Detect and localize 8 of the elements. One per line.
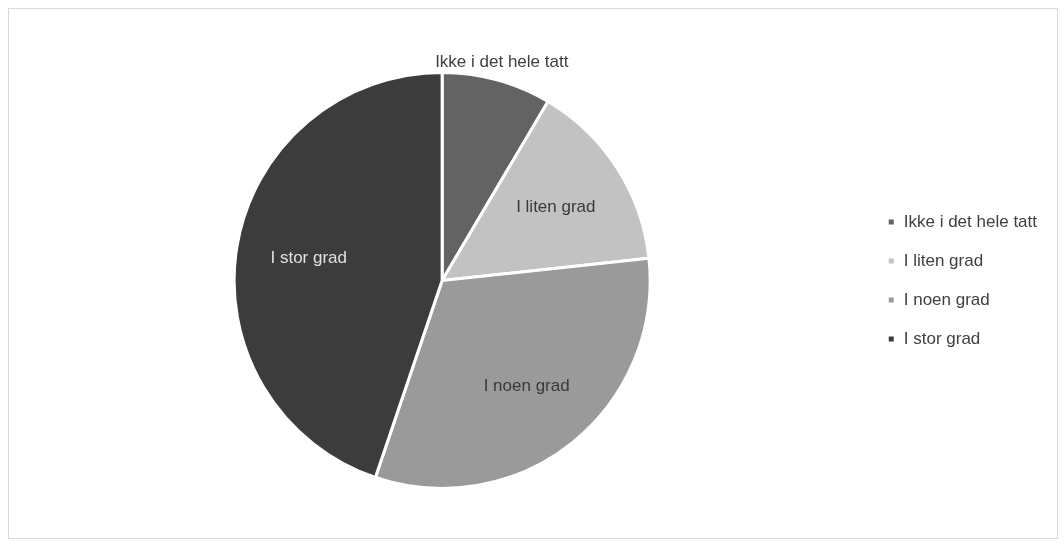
- slice-label: I stor grad: [270, 248, 347, 268]
- legend-label: I noen grad: [903, 289, 990, 309]
- legend-label: I stor grad: [903, 328, 981, 348]
- legend-label: I liten grad: [903, 250, 984, 270]
- legend-label: Ikke i det hele tatt: [903, 211, 1038, 231]
- slice-label: Ikke i det hele tatt: [435, 52, 569, 72]
- slice-label: I liten grad: [516, 197, 596, 217]
- slice-label: I noen grad: [483, 375, 570, 395]
